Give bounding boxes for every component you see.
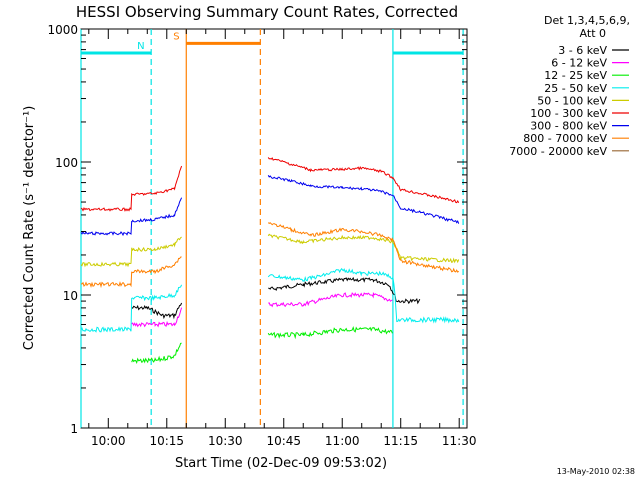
flag-label: N [137,41,144,52]
legend-label: 100 - 300 keV [530,107,607,120]
flag-label: S [173,31,179,42]
legend-label: 800 - 7000 keV [523,132,607,145]
series-line [267,157,460,204]
x-tick-label: 10:15 [149,434,184,448]
series-line [80,165,183,212]
series-line [267,267,460,324]
y-axis-label: Corrected Count Rate (s⁻¹ detector⁻¹) [22,106,37,351]
x-tick-label: 11:00 [325,434,360,448]
y-tick-label: 10 [63,289,78,303]
x-axis-label: Start Time (02-Dec-09 09:53:02) [175,456,387,471]
legend-label: 3 - 6 keV [558,44,607,57]
series-line [80,197,183,237]
x-tick-label: 11:30 [442,434,477,448]
legend-header-line-1: Det 1,3,4,5,6,9, [544,14,630,27]
x-tick-label: 10:45 [266,434,301,448]
legend-label: 25 - 50 keV [544,82,607,95]
series-line [267,233,460,264]
series-layer [80,157,460,364]
y-tick-label: 1000 [47,23,78,37]
legend-label: 6 - 12 keV [551,57,607,70]
vertical-markers [80,29,464,428]
legend-header-line-2: Att 0 [580,27,606,40]
axes-layer: 1 10 100 1000 10:00 10:15 10:30 10:45 11:00 11:15… [47,23,476,448]
x-tick-label: 10:00 [91,434,126,448]
legend-label: 300 - 800 keV [530,120,607,133]
y-tick-label: 100 [55,156,78,170]
plot-frame [80,28,468,429]
series-line [80,236,182,268]
legend-label: 7000 - 20000 keV [509,145,607,158]
legend-label: 12 - 25 keV [544,69,607,82]
observing-flags: NS [81,31,464,55]
legend-label: 50 - 100 keV [537,94,607,107]
series-line [80,284,183,333]
x-tick-label: 10:30 [208,434,243,448]
series-line [267,222,460,273]
series-line [268,292,393,308]
chart-title: HESSI Observing Summary Count Rates, Cor… [76,3,458,21]
series-line [268,276,421,305]
series-line [131,342,182,364]
x-tick-label: 11:15 [383,434,418,448]
series-line [267,175,460,224]
y-tick-label: 1 [70,422,78,436]
series-line [131,302,183,320]
footer-date: 13-May-2010 02:38 [557,467,635,476]
series-line [80,256,182,289]
series-line [267,325,393,340]
series-line [131,307,183,328]
